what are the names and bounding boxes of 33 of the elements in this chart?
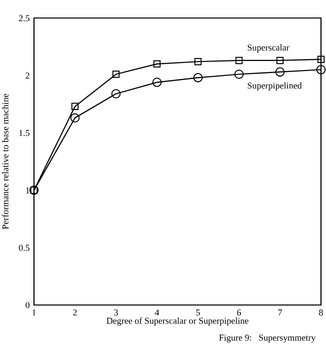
y-tick-label: 1 (26, 187, 30, 194)
point (275, 67, 285, 77)
point (194, 58, 202, 66)
point (112, 70, 120, 78)
point (152, 78, 162, 87)
point (111, 89, 121, 98)
series-label: Superpipelined (248, 82, 302, 90)
x-tick-label: 6 (237, 309, 241, 316)
x-tick-label: 4 (154, 309, 160, 316)
point (153, 60, 161, 68)
x-tick-label: 7 (278, 310, 282, 316)
caption: Figure 9: Supersymmetry (219, 334, 316, 343)
y-axis-title: Performance relative to base machine (2, 94, 8, 230)
x-tick-label: 8 (319, 309, 323, 316)
point (234, 70, 244, 79)
y-tick-label: 2.5 (18, 15, 30, 22)
point (70, 113, 80, 123)
point (235, 56, 243, 64)
x-tick-label: 1 (32, 309, 36, 316)
point (193, 73, 203, 82)
series-label: Superscalar (248, 44, 290, 52)
x-tick-label: 5 (196, 310, 200, 316)
y-tick-label: 1.5 (19, 130, 30, 136)
y-tick-label: 0.5 (18, 244, 30, 251)
point (276, 56, 284, 64)
point (317, 56, 325, 63)
point (316, 65, 326, 74)
y-tick-label: 0 (26, 302, 30, 308)
x-tick-label: 2 (73, 309, 77, 316)
point (71, 102, 79, 110)
x-tick-label: 3 (114, 309, 118, 316)
x-axis-title: Degree of Superscalar or Superpipeline (106, 317, 248, 326)
y-tick-label: 2 (26, 72, 30, 79)
